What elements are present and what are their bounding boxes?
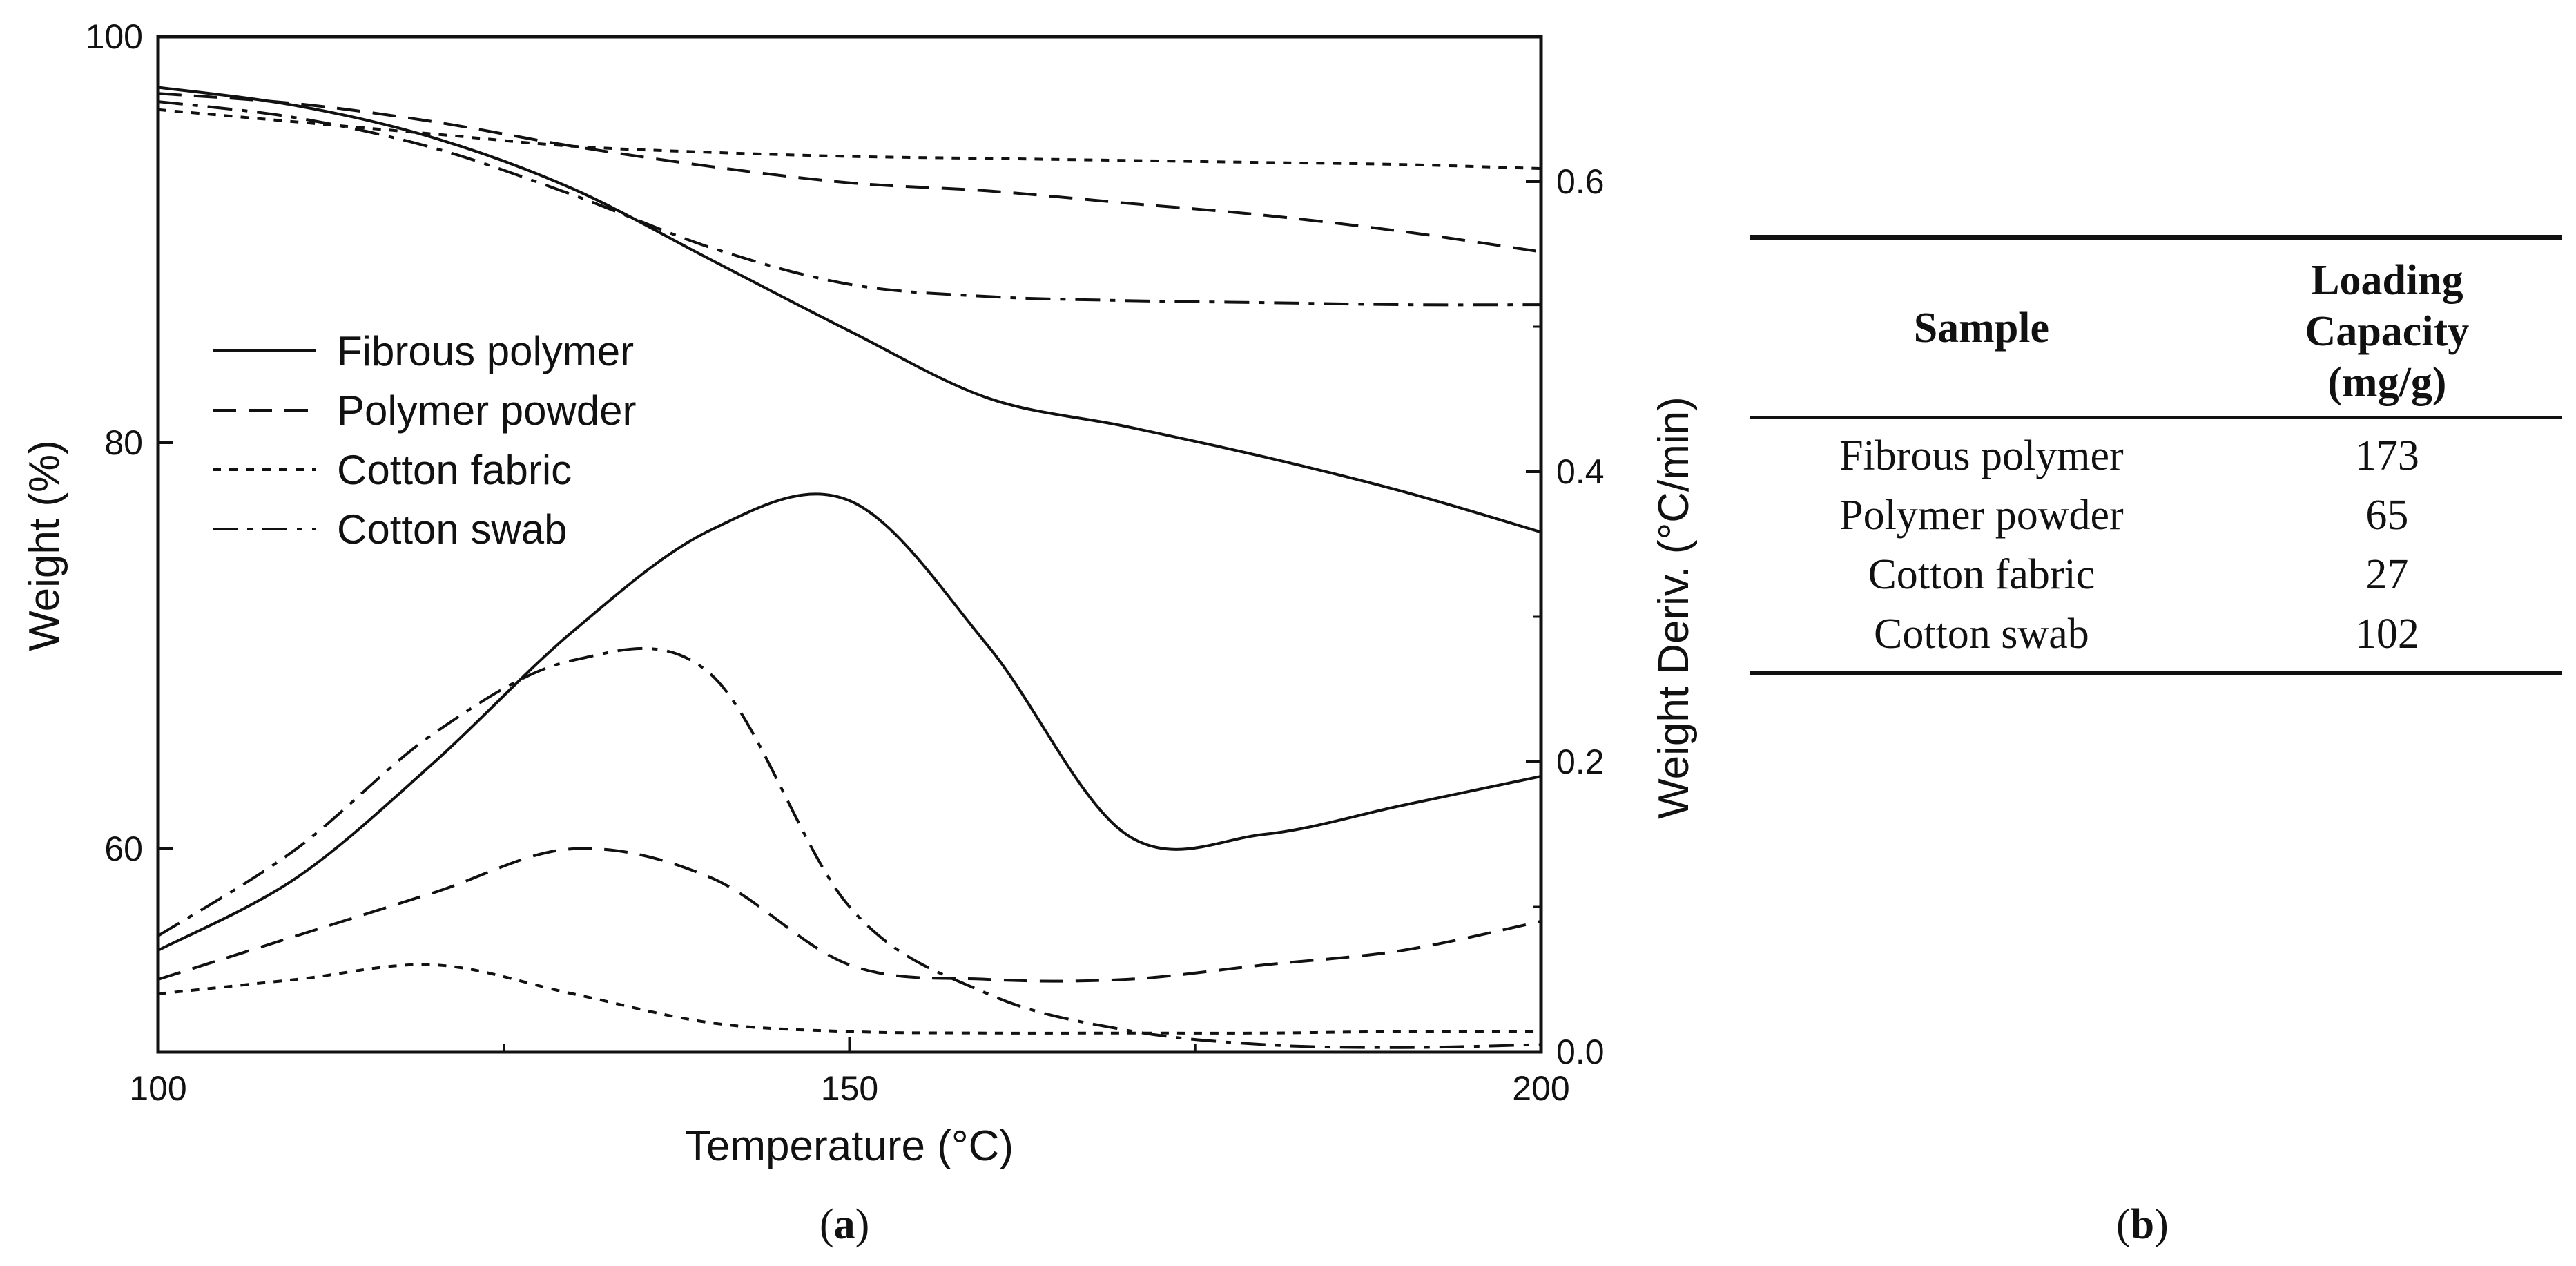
weight-line-fibrous-polymer	[157, 86, 1542, 534]
panel-label-a: (a)	[820, 1201, 870, 1248]
table-header-row: Sample Loading Capacity (mg/g)	[1750, 237, 2562, 419]
derivative-line-fibrous-polymer	[157, 492, 1542, 952]
table-row: Cotton fabric 27	[1750, 545, 2562, 604]
cell-sample: Fibrous polymer	[1839, 432, 2124, 479]
table-row: Polymer powder 65	[1750, 486, 2562, 545]
header-sample: Sample	[1913, 305, 2050, 352]
x-tick-label: 100	[129, 1069, 186, 1108]
legend-label-cotton-fabric: Cotton fabric	[337, 447, 572, 493]
derivative-line-cotton-swab	[157, 646, 1542, 1049]
cell-sample: Polymer powder	[1839, 492, 2124, 539]
table-row: Fibrous polymer 173	[1750, 418, 2562, 486]
cell-capacity: 102	[2354, 611, 2419, 658]
y-left-tick-label: 100	[86, 17, 143, 56]
y-right-tick-label: 0.4	[1556, 452, 1605, 491]
weight-line-cotton-swab	[157, 100, 1542, 307]
derivative-line-cotton-fabric	[157, 963, 1542, 1035]
weight-line-cotton-fabric	[157, 108, 1542, 171]
cell-sample: Cotton fabric	[1868, 551, 2095, 598]
y-left-tick-label: 60	[104, 829, 143, 868]
y-right-tick-label: 0.0	[1556, 1033, 1605, 1071]
derivative-line-polymer-powder	[157, 847, 1542, 983]
header-loading-capacity: Loading Capacity (mg/g)	[2213, 238, 2562, 419]
panel-label-b: (b)	[2116, 1201, 2169, 1248]
y-left-tick-label: 80	[104, 423, 143, 462]
header-capacity-line-2: Capacity	[2305, 308, 2470, 355]
y-right-tick-label: 0.2	[1556, 742, 1605, 781]
weight-line-polymer-powder	[157, 92, 1542, 253]
x-tick-label: 200	[1512, 1069, 1569, 1108]
loading-capacity-table: Sample Loading Capacity (mg/g) Fibrous p…	[1750, 235, 2562, 675]
tga-chart: 100 150 200 60 80 100 0.0 0.2 0.4 0.6 Fibrous pol…	[21, 17, 1698, 1170]
legend-label-cotton-swab: Cotton swab	[337, 506, 568, 553]
cell-capacity: 173	[2354, 432, 2419, 479]
header-capacity-line-3: (mg/g)	[2327, 359, 2447, 406]
table-row: Cotton swab 102	[1750, 604, 2562, 673]
legend-label-polymer-powder: Polymer powder	[337, 387, 637, 434]
cell-capacity: 65	[2365, 492, 2409, 539]
x-axis-label: Temperature (°C)	[685, 1122, 1014, 1170]
x-tick-label: 150	[821, 1069, 878, 1108]
cell-capacity: 27	[2365, 551, 2409, 598]
cell-sample: Cotton swab	[1874, 611, 2089, 658]
y-right-tick-label: 0.6	[1556, 162, 1605, 201]
header-capacity-line-1: Loading	[2311, 257, 2463, 304]
y-right-axis-label: Weight Deriv. (°C/min)	[1650, 396, 1698, 819]
y-left-axis-label: Weight (%)	[21, 440, 68, 651]
legend-label-fibrous-polymer: Fibrous polymer	[337, 328, 634, 374]
